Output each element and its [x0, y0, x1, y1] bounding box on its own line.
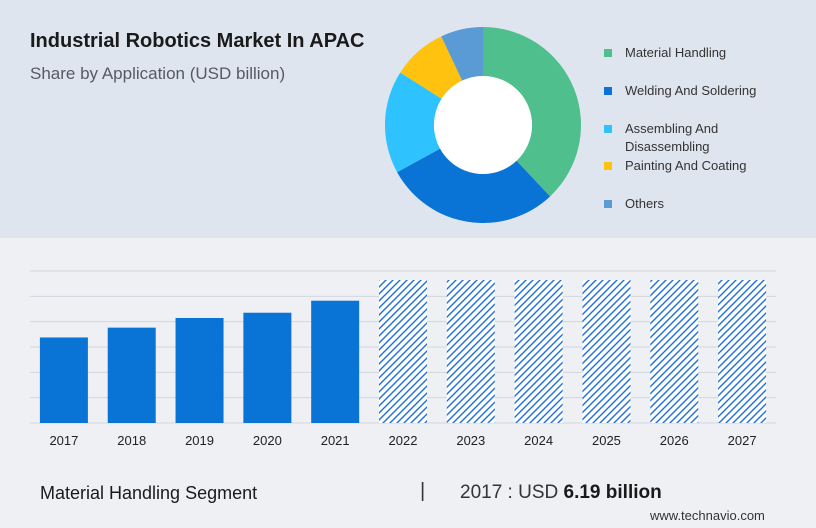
legend-label: Assembling And Disassembling	[625, 121, 719, 154]
legend-swatch	[604, 162, 612, 170]
x-tick-label-2025: 2025	[592, 433, 621, 448]
forecast-bar-2023	[446, 279, 495, 423]
x-tick-label-2021: 2021	[321, 433, 350, 448]
donut-chart	[385, 27, 581, 223]
legend-swatch	[604, 49, 612, 57]
forecast-bar-2022	[379, 279, 427, 423]
donut-slice-welding-and-soldering	[397, 148, 551, 223]
legend-label: Welding And Soldering	[625, 83, 757, 98]
legend-swatch	[604, 125, 612, 133]
x-tick-label-2027: 2027	[728, 433, 757, 448]
donut-hole	[434, 76, 532, 174]
forecast-bar-2025	[582, 279, 631, 423]
bar-chart: 2017 2018 2019 2020 2021 2022 2023 2024 2025 2026…	[30, 270, 776, 448]
segment-label: Material Handling Segment	[40, 483, 258, 503]
chart-title: Industrial Robotics Market In APAC	[30, 30, 365, 52]
forecast-bar-2026	[650, 279, 699, 423]
segment-value: 2017 : USD 6.19 billion	[460, 482, 662, 504]
bar-2021	[311, 300, 360, 423]
segment-year: 2017 : USD	[460, 482, 559, 503]
x-tick-label-2026: 2026	[660, 433, 689, 448]
legend-swatch	[604, 87, 612, 95]
donut-slice-assembling-and-disassembling	[385, 72, 442, 173]
legend-label: Painting And Coating	[625, 158, 747, 173]
footer-divider: |	[420, 480, 426, 502]
x-tick-label-2022: 2022	[389, 433, 418, 448]
legend-label: Material Handling	[625, 45, 727, 60]
bar-2017	[39, 337, 88, 423]
donut-slice-material-handling	[483, 27, 581, 197]
donut-slice-painting-and-coating	[400, 36, 463, 99]
segment-value-text: 6.19 billion	[563, 482, 662, 503]
bar-2020	[243, 312, 292, 423]
x-tick-label-2019: 2019	[185, 433, 214, 448]
x-tick-label-2018: 2018	[117, 433, 146, 448]
forecast-bar-2024	[514, 279, 563, 423]
x-tick-label-2017: 2017	[49, 433, 78, 448]
legend-swatch	[604, 200, 612, 208]
chart-subtitle: Share by Application (USD billion)	[30, 64, 286, 83]
bar-2019	[175, 317, 224, 423]
bar-2018	[107, 327, 156, 423]
x-tick-label-2020: 2020	[253, 433, 282, 448]
x-tick-label-2023: 2023	[456, 433, 485, 448]
forecast-bar-2027	[718, 279, 767, 423]
x-tick-label-2024: 2024	[524, 433, 553, 448]
brand-url[interactable]: www.technavio.com	[650, 508, 765, 523]
donut-slice-others	[441, 27, 483, 81]
legend-label: Others	[625, 196, 665, 211]
